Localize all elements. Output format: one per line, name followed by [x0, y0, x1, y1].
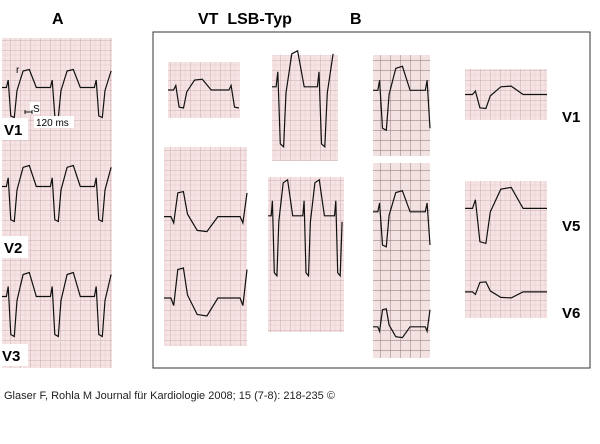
panel-label: B [350, 11, 362, 28]
ecg-wave [465, 186, 547, 245]
ecg-wave [373, 308, 431, 339]
ecg-wave [373, 65, 431, 132]
ecg-panels [2, 38, 547, 368]
lead-label: V1 [562, 109, 580, 126]
caption: Glaser F, Rohla M Journal für Kardiologi… [4, 390, 335, 402]
panel-label: A [52, 11, 64, 28]
annotation: S [33, 104, 40, 115]
ecg-wave [465, 281, 547, 299]
ecg-wave [268, 178, 343, 278]
frame [152, 31, 591, 369]
annotation: 120 ms [36, 118, 69, 129]
ecg-wave [465, 85, 547, 110]
label-bg [2, 344, 28, 366]
ecg-strip [465, 260, 547, 318]
annotation: r [16, 65, 20, 76]
ecg-strip [373, 55, 430, 156]
lead-label: V3 [2, 348, 20, 365]
ecg-wave [373, 190, 431, 248]
ecg-wave [272, 49, 334, 149]
ecg-wave [164, 190, 248, 233]
label-bg [2, 236, 28, 258]
interval-marker [24, 110, 33, 114]
label-bg [2, 118, 28, 140]
ecg-strip [373, 280, 430, 358]
label-bg [30, 102, 40, 114]
label-bg [34, 116, 74, 128]
title: VT LSB-Typ [198, 11, 292, 28]
ecg-wave [168, 78, 240, 109]
ecg-wave [164, 267, 248, 317]
lead-label: V6 [562, 305, 580, 322]
ecg-wave [2, 164, 112, 223]
lead-label: V5 [562, 218, 580, 235]
ecg-wave [2, 271, 112, 338]
lead-label: V1 [4, 122, 22, 139]
lead-label: V2 [4, 240, 22, 257]
